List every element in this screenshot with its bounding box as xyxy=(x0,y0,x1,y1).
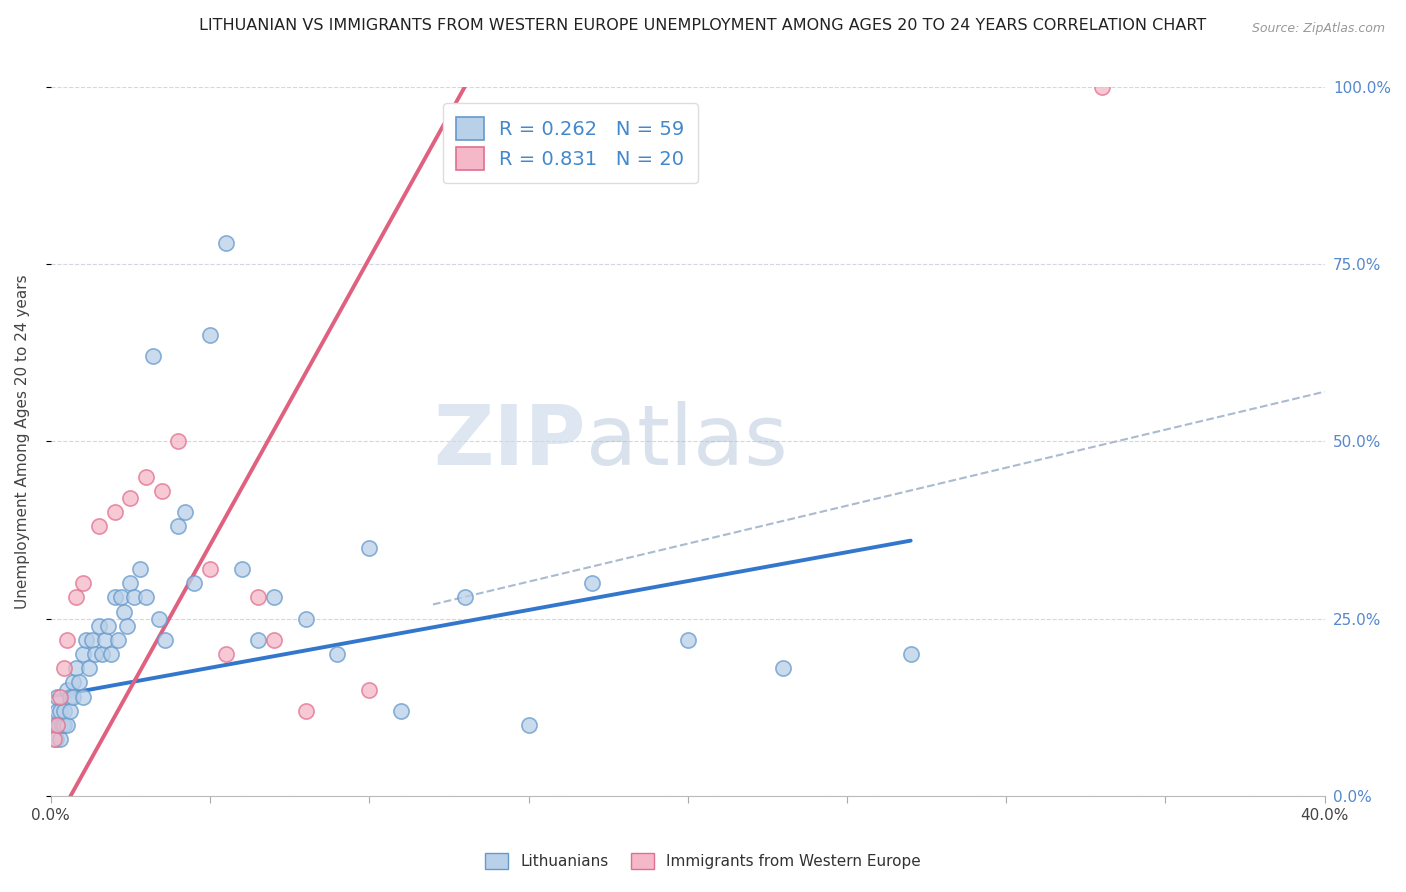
Text: ZIP: ZIP xyxy=(433,401,586,482)
Point xyxy=(103,591,125,605)
Point xyxy=(294,704,316,718)
Point xyxy=(90,647,112,661)
Point xyxy=(359,541,381,555)
Point xyxy=(42,732,65,747)
Point xyxy=(46,704,69,718)
Point xyxy=(772,661,794,675)
Point xyxy=(294,612,316,626)
Point xyxy=(198,327,221,342)
Point xyxy=(48,718,70,732)
Text: LITHUANIAN VS IMMIGRANTS FROM WESTERN EUROPE UNEMPLOYMENT AMONG AGES 20 TO 24 YE: LITHUANIAN VS IMMIGRANTS FROM WESTERN EU… xyxy=(200,18,1206,33)
Point xyxy=(110,591,132,605)
Point xyxy=(100,647,122,661)
Point xyxy=(103,505,125,519)
Point xyxy=(94,632,117,647)
Point xyxy=(120,491,142,505)
Point xyxy=(49,732,72,747)
Point xyxy=(65,661,87,675)
Point xyxy=(82,632,104,647)
Point xyxy=(59,704,82,718)
Point xyxy=(97,619,120,633)
Point xyxy=(52,661,75,675)
Legend: R = 0.262   N = 59, R = 0.831   N = 20: R = 0.262 N = 59, R = 0.831 N = 20 xyxy=(443,103,697,184)
Point xyxy=(87,519,110,533)
Point xyxy=(42,718,65,732)
Point xyxy=(900,647,922,661)
Point xyxy=(72,576,94,591)
Point xyxy=(45,732,67,747)
Point xyxy=(676,632,699,647)
Point xyxy=(77,661,100,675)
Point xyxy=(581,576,603,591)
Point xyxy=(52,718,75,732)
Point xyxy=(59,690,82,704)
Text: Source: ZipAtlas.com: Source: ZipAtlas.com xyxy=(1251,22,1385,36)
Point xyxy=(52,704,75,718)
Point xyxy=(75,632,97,647)
Point xyxy=(62,675,84,690)
Point xyxy=(167,519,190,533)
Point xyxy=(142,349,165,363)
Point xyxy=(117,619,139,633)
Point xyxy=(49,704,72,718)
Point xyxy=(155,632,177,647)
Point xyxy=(46,718,69,732)
Point xyxy=(198,562,221,576)
Point xyxy=(326,647,349,661)
Point xyxy=(389,704,412,718)
Point xyxy=(148,612,170,626)
Point xyxy=(72,647,94,661)
Point xyxy=(263,591,285,605)
Point xyxy=(215,235,238,250)
Point xyxy=(215,647,238,661)
Point xyxy=(120,576,142,591)
Point xyxy=(87,619,110,633)
Point xyxy=(69,675,91,690)
Point xyxy=(246,591,269,605)
Point xyxy=(129,562,152,576)
Point xyxy=(46,690,69,704)
Point xyxy=(62,690,84,704)
Point xyxy=(107,632,129,647)
Point xyxy=(1091,79,1114,94)
Point xyxy=(167,434,190,449)
Point xyxy=(454,591,477,605)
Point xyxy=(55,632,77,647)
Point xyxy=(55,682,77,697)
Y-axis label: Unemployment Among Ages 20 to 24 years: Unemployment Among Ages 20 to 24 years xyxy=(15,274,30,608)
Point xyxy=(65,591,87,605)
Point xyxy=(150,483,173,498)
Point xyxy=(49,690,72,704)
Point xyxy=(112,605,135,619)
Point xyxy=(51,718,73,732)
Point xyxy=(55,718,77,732)
Point xyxy=(231,562,253,576)
Point xyxy=(135,470,157,484)
Point xyxy=(84,647,107,661)
Point xyxy=(246,632,269,647)
Point xyxy=(122,591,145,605)
Point xyxy=(72,690,94,704)
Point xyxy=(183,576,205,591)
Point xyxy=(173,505,195,519)
Point xyxy=(263,632,285,647)
Legend: Lithuanians, Immigrants from Western Europe: Lithuanians, Immigrants from Western Eur… xyxy=(479,847,927,875)
Point xyxy=(517,718,540,732)
Point xyxy=(135,591,157,605)
Point xyxy=(359,682,381,697)
Text: atlas: atlas xyxy=(586,401,787,482)
